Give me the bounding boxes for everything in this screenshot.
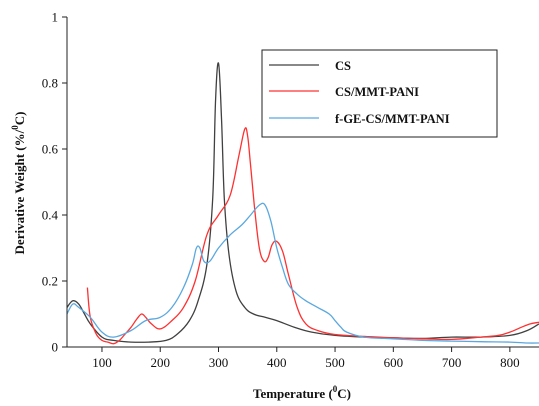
x-tick-label: 700: [442, 355, 462, 370]
legend-label-f-ge-cs-mmt-pani: f-GE-CS/MMT-PANI: [335, 112, 450, 126]
x-tick-label: 200: [150, 355, 170, 370]
x-tick-label: 100: [92, 355, 112, 370]
y-tick-label: 0.4: [42, 208, 59, 223]
y-axis-title: Derivative Weight (%/0C): [10, 112, 27, 255]
x-tick-label: 500: [325, 355, 345, 370]
series-line-f-ge-cs-mmt-pani: [67, 202, 539, 344]
x-tick-label: 400: [267, 355, 287, 370]
y-tick-label: 0.6: [42, 142, 59, 157]
y-tick-label: 0.8: [42, 76, 58, 91]
y-ticks: 0 0.2 0.4 0.6 0.8 1: [42, 10, 67, 355]
x-axis-title: Temperature (0C): [253, 384, 351, 401]
x-ticks: 100 200 300 400 500 600 700 800: [92, 347, 520, 370]
x-tick-label: 300: [209, 355, 229, 370]
x-tick-label: 800: [500, 355, 520, 370]
series-line-cs-mmt-pani: [86, 127, 539, 345]
y-tick-label: 1: [52, 10, 59, 25]
legend-label-cs: CS: [335, 59, 351, 73]
y-tick-label: 0: [52, 340, 59, 355]
plot-lines: [67, 62, 539, 345]
legend: CS CS/MMT-PANI f-GE-CS/MMT-PANI: [261, 49, 498, 138]
legend-label-cs-mmt-pani: CS/MMT-PANI: [335, 85, 419, 99]
y-tick-label: 0.2: [42, 274, 58, 289]
x-tick-label: 600: [384, 355, 404, 370]
legend-box: [261, 49, 498, 138]
